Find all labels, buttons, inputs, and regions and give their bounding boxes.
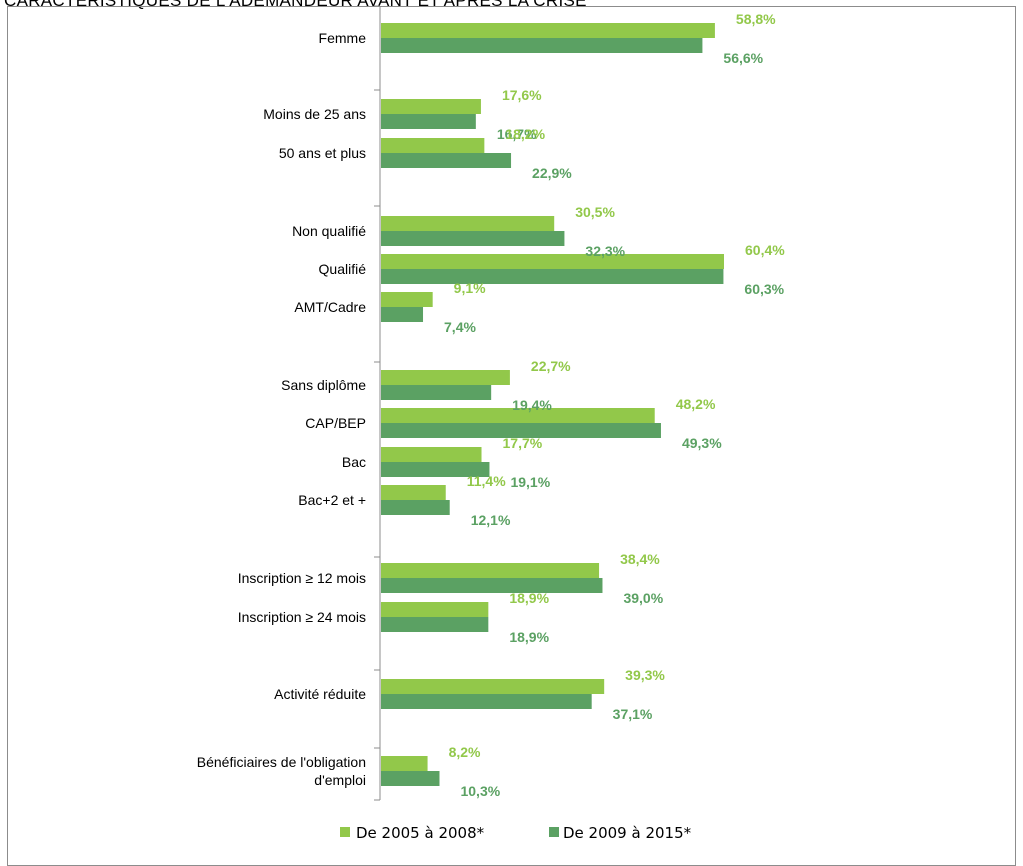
bar-series-2 bbox=[381, 771, 440, 786]
data-label-series-2: 7,4% bbox=[444, 319, 476, 335]
data-label-series-2: 16,7% bbox=[497, 126, 537, 142]
category-label: Qualifié bbox=[319, 261, 367, 277]
data-label-series-1: 30,5% bbox=[575, 204, 615, 220]
category-label-line: Femme bbox=[319, 30, 367, 46]
bar-series-1 bbox=[381, 408, 655, 423]
data-label-series-1: 38,4% bbox=[620, 551, 660, 567]
category-label: Sans diplôme bbox=[281, 377, 366, 393]
bar-series-1 bbox=[381, 447, 482, 462]
category-label: Femme bbox=[319, 30, 367, 46]
data-label-series-1: 22,7% bbox=[531, 358, 571, 374]
label-layer: Femme 58,8% 56,6% Moins de 25 ans 17,6% 16,7%… bbox=[197, 11, 785, 799]
data-label-series-2: 22,9% bbox=[532, 165, 572, 181]
bar-series-2 bbox=[381, 307, 424, 322]
category-label: 50 ans et plus bbox=[279, 145, 366, 161]
data-label-series-2: 19,4% bbox=[512, 397, 552, 413]
data-label-series-1: 8,2% bbox=[449, 744, 481, 760]
category-label-line: Qualifié bbox=[319, 261, 367, 277]
bar-series-1 bbox=[381, 370, 510, 385]
bar-series-2 bbox=[381, 423, 661, 438]
category-label-line: Bac+2 et + bbox=[298, 492, 366, 508]
data-label-series-2: 12,1% bbox=[471, 512, 511, 528]
legend-swatch-series-2 bbox=[549, 827, 559, 837]
data-label-series-2: 39,0% bbox=[623, 590, 663, 606]
category-label-line: Moins de 25 ans bbox=[263, 106, 366, 122]
category-label: AMT/Cadre bbox=[294, 299, 366, 315]
bar-series-1 bbox=[381, 485, 446, 500]
category-label-line: CAP/BEP bbox=[305, 415, 366, 431]
bar-series-2 bbox=[381, 114, 476, 129]
category-label: Bénéficiaires de l'obligation d'emploi bbox=[197, 754, 366, 788]
data-label-series-2: 19,1% bbox=[510, 474, 550, 490]
bar-series-2 bbox=[381, 617, 489, 632]
bar-series-2 bbox=[381, 269, 724, 284]
bar-series-2 bbox=[381, 694, 592, 709]
bar-series-2 bbox=[381, 38, 703, 53]
category-label: Activité réduite bbox=[274, 686, 366, 702]
bar-series-2 bbox=[381, 500, 450, 515]
category-label-line: Bac bbox=[342, 454, 366, 470]
bar-series-2 bbox=[381, 578, 603, 593]
bar-series-2 bbox=[381, 385, 492, 400]
data-label-series-2: 32,3% bbox=[585, 243, 625, 259]
category-label-line: AMT/Cadre bbox=[294, 299, 366, 315]
category-label-line: Bénéficiaires de l'obligation bbox=[197, 754, 366, 770]
category-label-line: Activité réduite bbox=[274, 686, 366, 702]
bar-series-1 bbox=[381, 756, 428, 771]
bar-series-1 bbox=[381, 254, 724, 269]
data-label-series-2: 18,9% bbox=[509, 629, 549, 645]
bar-layer bbox=[381, 23, 724, 786]
data-label-series-1: 17,7% bbox=[503, 435, 543, 451]
category-label-line: 50 ans et plus bbox=[279, 145, 366, 161]
data-label-series-1: 39,3% bbox=[625, 667, 665, 683]
bar-series-1 bbox=[381, 138, 485, 153]
category-label-line: Inscription ≥ 24 mois bbox=[238, 609, 366, 625]
legend-label-series-2: De 2009 à 2015* bbox=[563, 824, 692, 842]
category-label: CAP/BEP bbox=[305, 415, 366, 431]
chart-title: CARACTÉRISTIQUES DE L'ADEMANDEUR AVANT E… bbox=[4, 0, 587, 10]
data-label-series-2: 37,1% bbox=[613, 706, 653, 722]
data-label-series-2: 56,6% bbox=[723, 50, 763, 66]
category-label: Moins de 25 ans bbox=[263, 106, 366, 122]
data-label-series-1: 60,4% bbox=[745, 242, 785, 258]
data-label-series-2: 10,3% bbox=[460, 783, 500, 799]
category-label-line: Non qualifié bbox=[292, 223, 366, 239]
data-label-series-1: 18,2% bbox=[505, 126, 545, 142]
data-label-series-1: 58,8% bbox=[736, 11, 776, 27]
bar-series-1 bbox=[381, 216, 555, 231]
bar-series-1 bbox=[381, 563, 600, 578]
category-label-line: Sans diplôme bbox=[281, 377, 366, 393]
bar-series-2 bbox=[381, 231, 565, 246]
data-label-series-1: 18,9% bbox=[509, 590, 549, 606]
category-label: Bac+2 et + bbox=[298, 492, 366, 508]
legend-label-series-1: De 2005 à 2008* bbox=[356, 824, 485, 842]
bar-series-1 bbox=[381, 679, 605, 694]
category-label: Inscription ≥ 24 mois bbox=[238, 609, 366, 625]
data-label-series-1: 48,2% bbox=[676, 396, 716, 412]
bar-series-1 bbox=[381, 292, 433, 307]
legend: De 2005 à 2008* De 2009 à 2015* bbox=[340, 824, 692, 842]
bar-series-1 bbox=[381, 99, 481, 114]
legend-swatch-series-1 bbox=[340, 827, 350, 837]
category-label: Bac bbox=[342, 454, 366, 470]
bar-series-1 bbox=[381, 602, 489, 617]
data-label-series-2: 49,3% bbox=[682, 435, 722, 451]
data-label-series-1: 9,1% bbox=[454, 280, 486, 296]
category-label: Non qualifié bbox=[292, 223, 366, 239]
category-label-line: d'emploi bbox=[314, 772, 366, 788]
category-label: Inscription ≥ 12 mois bbox=[238, 570, 366, 586]
bar-series-1 bbox=[381, 23, 715, 38]
axis-layer bbox=[374, 5, 381, 801]
data-label-series-2: 60,3% bbox=[744, 281, 784, 297]
data-label-series-1: 11,4% bbox=[467, 473, 506, 489]
bar-series-2 bbox=[381, 462, 490, 477]
bar-series-2 bbox=[381, 153, 512, 168]
data-label-series-1: 17,6% bbox=[502, 87, 542, 103]
category-label-line: Inscription ≥ 12 mois bbox=[238, 570, 366, 586]
